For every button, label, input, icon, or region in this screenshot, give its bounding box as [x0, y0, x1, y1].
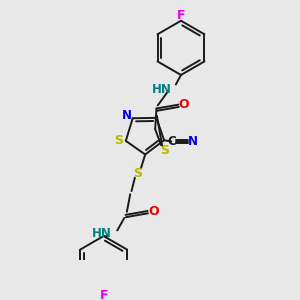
- Text: S: S: [134, 167, 142, 180]
- Text: N: N: [122, 109, 132, 122]
- Text: HN: HN: [92, 227, 111, 240]
- Text: F: F: [177, 9, 185, 22]
- Text: N: N: [188, 135, 198, 148]
- Text: S: S: [160, 144, 169, 157]
- Text: S: S: [114, 134, 123, 147]
- Text: HN: HN: [152, 83, 172, 96]
- Text: F: F: [99, 290, 108, 300]
- Text: C: C: [167, 135, 176, 148]
- Text: O: O: [148, 205, 158, 218]
- Text: O: O: [179, 98, 189, 111]
